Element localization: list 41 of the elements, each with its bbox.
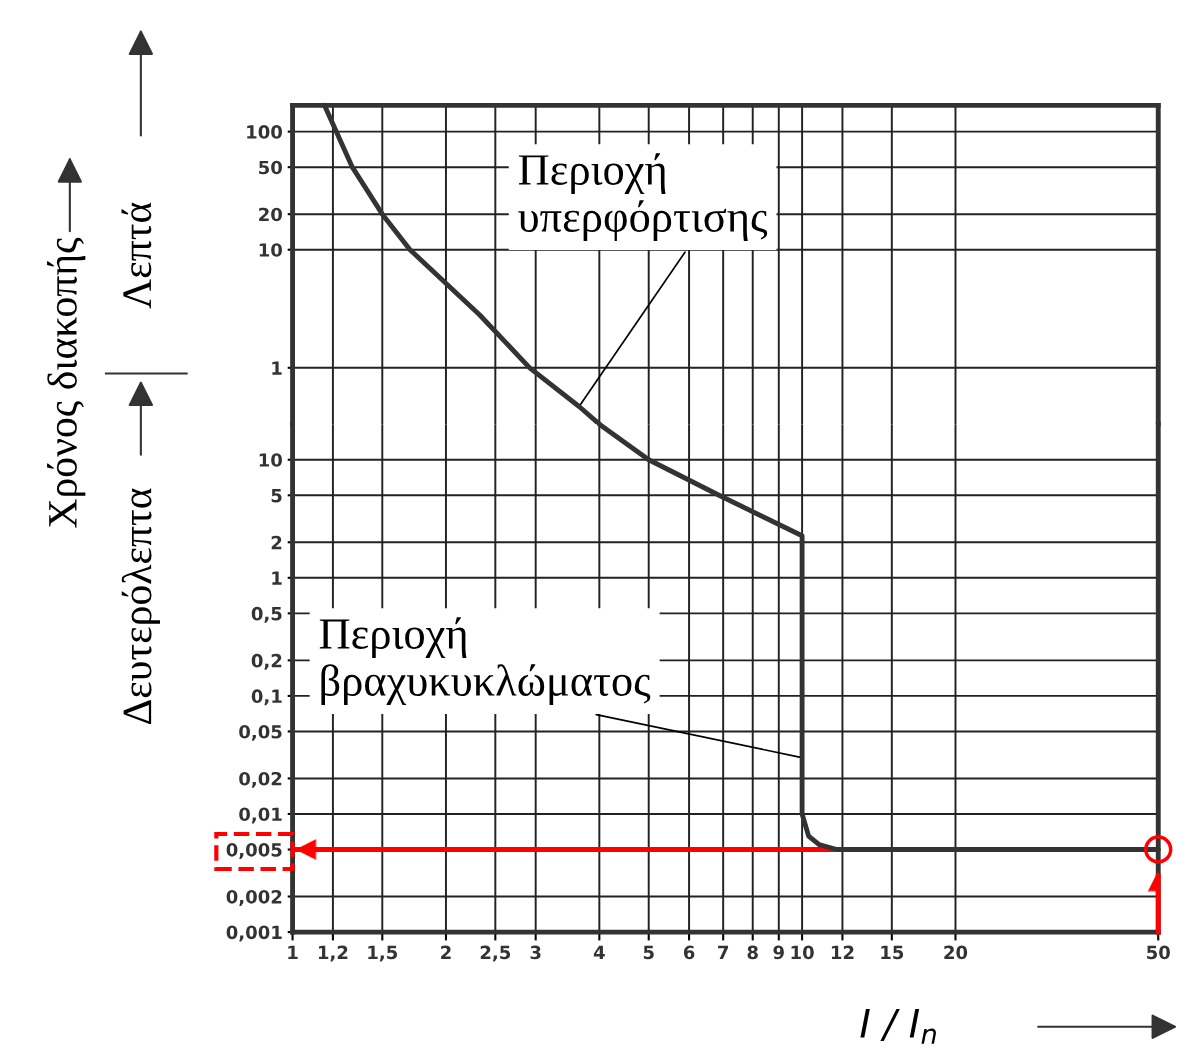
text: Δευτερόλεπτα xyxy=(121,488,160,724)
y-tick-label: 20 xyxy=(259,207,282,222)
x-tick-label: 7 xyxy=(718,945,729,959)
y-axis-title: Χρόνος διακοπής xyxy=(47,237,86,528)
x-tick-label: 2 xyxy=(441,945,451,959)
y-tick-label: 1 xyxy=(272,571,282,585)
x-tick-label: 5 xyxy=(643,945,654,960)
y-tick-label: 0,1 xyxy=(251,689,282,706)
y-tick-label: 0,002 xyxy=(226,889,282,906)
x-tick-label: 1,5 xyxy=(368,945,398,962)
text: Λεπτά xyxy=(121,202,152,309)
y-tick-label: 10 xyxy=(259,243,282,257)
y-tick-label: 5 xyxy=(271,488,282,503)
y-tick-label: 2 xyxy=(271,535,282,550)
x-tick-label: 1,2 xyxy=(318,945,348,962)
x-tick-label: 8 xyxy=(747,945,758,960)
x-tick-label: 15 xyxy=(881,945,904,960)
y-tick-label: 0,02 xyxy=(239,771,282,788)
y-tick-label: 0,5 xyxy=(251,606,282,623)
annotation: Περιοχή υπερφόρτισης xyxy=(518,153,768,242)
y-tick-label: 0,01 xyxy=(239,807,282,824)
x-tick-label: 20 xyxy=(944,945,968,960)
y-tick-label: 0,05 xyxy=(239,724,282,741)
x-tick-label: 1 xyxy=(288,945,298,959)
y-tick-label: 100 xyxy=(247,125,282,139)
y-tick-label: 0,005 xyxy=(226,842,282,859)
y-tick-label: 50 xyxy=(259,160,282,175)
x-tick-label: 50 xyxy=(1147,945,1170,960)
x-tick-label: 9 xyxy=(773,945,784,960)
y-tick-label: 0,2 xyxy=(251,653,282,670)
y-tick-label: 1 xyxy=(272,361,282,375)
x-axis-title: I / I$_{n}$ xyxy=(860,1009,936,1044)
x-tick-label: 6 xyxy=(683,945,695,960)
y-tick-label: 10 xyxy=(259,453,282,467)
x-tick-label: 2,5 xyxy=(480,945,511,962)
x-tick-label: 4 xyxy=(593,945,605,959)
x-tick-label: 3 xyxy=(530,945,541,960)
annotation: Περιοχή βραχυκυκλώματος xyxy=(319,617,651,706)
y-tick-label: 0,001 xyxy=(226,925,282,942)
x-tick-label: 12 xyxy=(831,945,854,959)
x-tick-label: 10 xyxy=(791,945,814,960)
